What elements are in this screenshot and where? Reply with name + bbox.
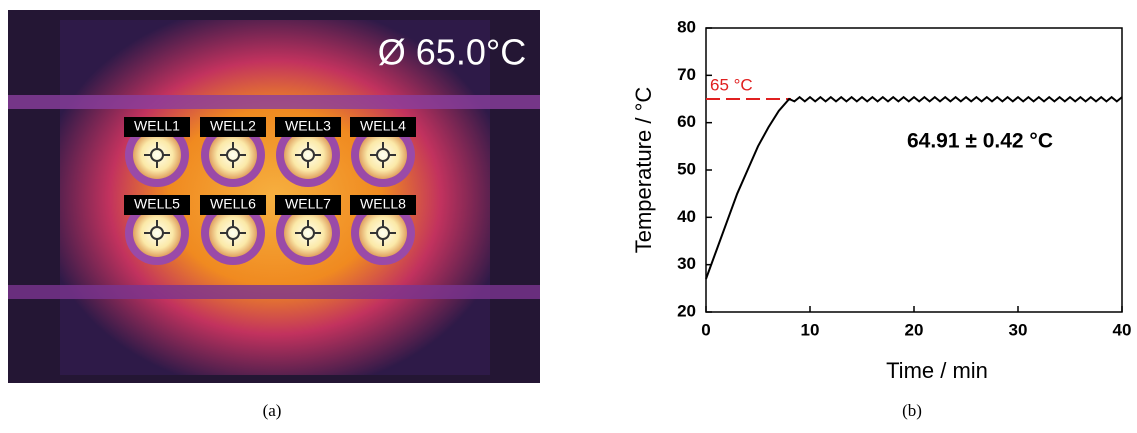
well-label: WELL8 bbox=[360, 196, 406, 212]
y-tick-label: 20 bbox=[677, 301, 696, 320]
y-tick-label: 70 bbox=[677, 65, 696, 84]
x-tick-label: 30 bbox=[1009, 320, 1028, 339]
data-line bbox=[706, 97, 1122, 279]
well-core bbox=[133, 209, 181, 257]
well-label: WELL6 bbox=[210, 196, 256, 212]
y-axis-label: Temperature / °C bbox=[631, 87, 656, 254]
well-label: WELL4 bbox=[360, 118, 406, 134]
reference-label: 65 °C bbox=[710, 75, 753, 94]
readout: Ø 65.0°C bbox=[378, 32, 526, 73]
x-tick-label: 20 bbox=[905, 320, 924, 339]
well-label: WELL2 bbox=[210, 118, 256, 134]
well-core bbox=[359, 131, 407, 179]
well-core bbox=[359, 209, 407, 257]
well-label: WELL5 bbox=[134, 196, 180, 212]
well-label: WELL3 bbox=[285, 118, 331, 134]
well-core bbox=[133, 131, 181, 179]
plot-frame bbox=[706, 28, 1122, 312]
x-tick-label: 10 bbox=[801, 320, 820, 339]
y-tick-label: 80 bbox=[677, 17, 696, 36]
well-label: WELL7 bbox=[285, 196, 331, 212]
figure: WELL1 WELL2 WELL3 WELL4 WELL5 WELL6 WELL7 WELL8… bbox=[0, 0, 1137, 428]
x-tick-label: 40 bbox=[1113, 320, 1132, 339]
well-core bbox=[284, 131, 332, 179]
x-tick-label: 0 bbox=[701, 320, 710, 339]
bar bbox=[8, 95, 540, 109]
well-core bbox=[209, 209, 257, 257]
y-tick-label: 50 bbox=[677, 159, 696, 178]
x-axis-label: Time / min bbox=[886, 358, 988, 383]
annotation: 64.91 ± 0.42 °C bbox=[907, 130, 1053, 153]
caption: (b) bbox=[902, 401, 922, 420]
well-label: WELL1 bbox=[134, 118, 180, 134]
well-core bbox=[284, 209, 332, 257]
y-tick-label: 30 bbox=[677, 254, 696, 273]
y-tick-label: 40 bbox=[677, 207, 696, 226]
caption: (a) bbox=[263, 401, 282, 420]
y-tick-label: 60 bbox=[677, 112, 696, 131]
thermal-image: WELL1 WELL2 WELL3 WELL4 WELL5 WELL6 WELL7 WELL8… bbox=[8, 10, 540, 383]
well-core bbox=[209, 131, 257, 179]
bar bbox=[8, 285, 540, 299]
